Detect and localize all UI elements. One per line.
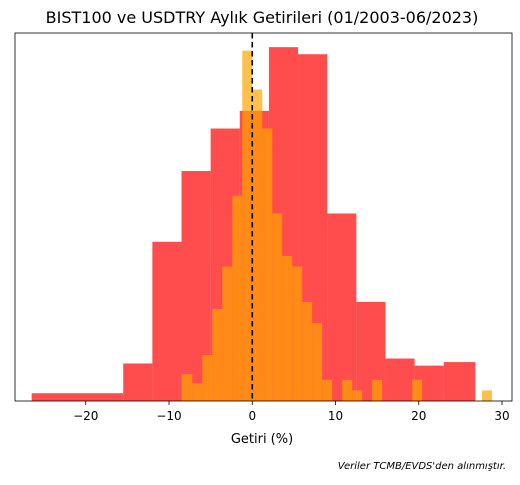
histogram-bars — [31, 47, 493, 402]
source-note: Veriler TCMB/EVDS'den alınmıştır. — [337, 461, 506, 472]
x-tick-label: −20 — [73, 409, 98, 423]
x-tick-label: −10 — [156, 409, 181, 423]
histogram-bar-series-2 — [192, 383, 203, 401]
histogram-bar-series-1 — [327, 213, 357, 401]
histogram-bar-series-2 — [262, 128, 273, 402]
x-tick-label: 30 — [494, 409, 509, 423]
histogram-bar-series-2 — [292, 266, 303, 401]
histogram-bar-series-2 — [482, 390, 493, 401]
histogram-bar-series-2 — [312, 323, 323, 401]
histogram-bar-series-1 — [385, 358, 415, 401]
histogram-bar-series-2 — [322, 379, 333, 401]
axes-group: −20 −10 0 10 20 30 — [14, 32, 513, 423]
histogram-bar-series-2 — [412, 379, 423, 401]
histogram-bar-series-2 — [252, 89, 263, 402]
histogram-bar-series-2 — [352, 390, 363, 401]
histogram-bar-series-2 — [181, 374, 193, 401]
histogram-bar-series-1 — [31, 393, 124, 401]
histogram-bar-series-2 — [282, 255, 293, 401]
histogram-bar-series-2 — [372, 379, 383, 401]
histogram-bar-series-2 — [232, 195, 243, 401]
histogram-bar-series-2 — [222, 266, 233, 401]
x-tick-label: 0 — [248, 409, 256, 423]
x-axis-label: Getiri (%) — [231, 432, 293, 447]
x-tick-label: 10 — [328, 409, 343, 423]
histogram-bar-series-2 — [212, 309, 223, 401]
histogram-bar-series-2 — [342, 379, 353, 401]
x-tick-label: 20 — [411, 409, 426, 423]
histogram-bar-series-1 — [123, 363, 153, 401]
histogram-bar-series-2 — [202, 355, 213, 401]
chart-title: BIST100 ve USDTRY Aylık Getirileri (01/2… — [46, 8, 479, 27]
histogram-bar-series-2 — [302, 301, 313, 401]
histogram-bar-series-1 — [443, 362, 476, 401]
histogram-bar-series-2 — [242, 50, 253, 401]
plot-frame — [14, 32, 513, 402]
histogram-bar-series-1 — [152, 241, 182, 401]
histogram-bar-series-2 — [272, 213, 283, 401]
